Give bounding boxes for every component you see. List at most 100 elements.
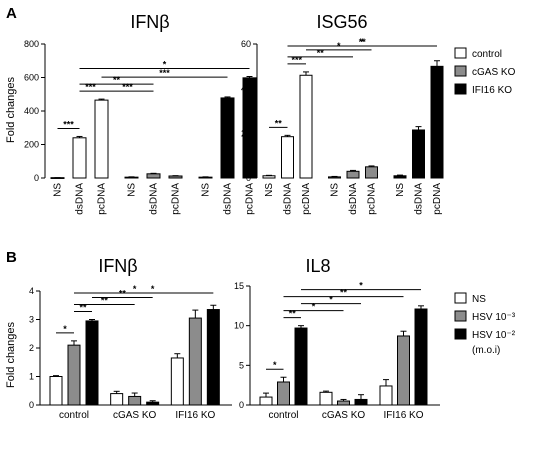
significance-label: * xyxy=(329,295,333,305)
significance-label: *** xyxy=(159,68,170,78)
significance-label: * xyxy=(133,284,137,294)
y-tick-label: 200 xyxy=(24,140,39,150)
x-tick-label: pcDNA xyxy=(432,183,443,215)
significance-label: *** xyxy=(122,82,133,92)
bar xyxy=(412,129,425,179)
bar xyxy=(277,381,290,406)
x-tick-label: pcDNA xyxy=(97,183,108,215)
legend-label-hsv-1e-2: HSV 10⁻² xyxy=(472,330,516,341)
bar xyxy=(67,344,81,406)
x-tick-label: dsDNA xyxy=(149,183,160,215)
x-tick-label: dsDNA xyxy=(223,183,234,215)
x-category-label: IFI16 KO xyxy=(383,410,423,421)
y-tick-label: 15 xyxy=(234,281,244,291)
x-tick-label: dsDNA xyxy=(75,183,86,215)
bar xyxy=(354,398,368,406)
x-tick-label: dsDNA xyxy=(348,183,359,215)
legend-swatch-ns xyxy=(454,292,467,304)
chart-title: IFNβ xyxy=(98,256,137,276)
bar xyxy=(430,65,444,179)
bar xyxy=(146,173,161,179)
y-tick-label: 20 xyxy=(241,128,251,138)
chart-a-isg56: ISG56 0 20 40 60 NS dsDNA pcDNA NS dsDNA pcDNA NS d… xyxy=(241,12,444,215)
y-tick-label: 400 xyxy=(24,106,39,116)
x-tick-label: NS xyxy=(201,183,212,197)
significance-label: * xyxy=(360,37,364,47)
y-tick-label: 800 xyxy=(24,39,39,49)
significance-label: * xyxy=(151,284,155,294)
legend-note-moi: (m.o.i) xyxy=(472,345,500,356)
y-tick-label: 1 xyxy=(29,372,34,382)
y-tick-label: 40 xyxy=(241,84,251,94)
significance-label: *** xyxy=(85,82,96,92)
bar xyxy=(379,385,393,406)
bar xyxy=(188,317,202,406)
y-tick-label: 0 xyxy=(29,400,34,410)
significance-label: * xyxy=(312,302,316,312)
bar xyxy=(206,309,220,406)
bar xyxy=(319,391,333,406)
x-tick-label: dsDNA xyxy=(414,183,425,215)
bar xyxy=(110,393,124,406)
significance-label: ** xyxy=(340,288,348,298)
bar xyxy=(365,166,378,179)
significance-label: ** xyxy=(317,48,325,58)
x-category-label: cGAS KO xyxy=(113,410,157,421)
panel-label-a: A xyxy=(6,5,17,22)
legend-a: control cGAS KO IFI16 KO xyxy=(454,47,516,96)
legend-swatch-ifi16-ko xyxy=(454,83,467,95)
x-category-label: control xyxy=(268,410,298,421)
legend-b: NS HSV 10⁻³ HSV 10⁻² (m.o.i) xyxy=(454,292,516,356)
bar xyxy=(294,327,308,406)
significance-label: ** xyxy=(79,303,87,313)
chart-title: IL8 xyxy=(305,256,330,276)
x-tick-label: pcDNA xyxy=(171,183,182,215)
y-axis-label: Fold changes xyxy=(5,76,17,143)
y-tick-label: 5 xyxy=(239,360,244,370)
y-axis-label: Fold changes xyxy=(5,321,17,388)
y-tick-label: 0 xyxy=(246,173,251,183)
bar xyxy=(346,170,360,179)
y-tick-label: 10 xyxy=(234,321,244,331)
legend-swatch-cgas-ko xyxy=(454,65,467,77)
legend-label-control: control xyxy=(472,49,502,60)
bar xyxy=(49,376,63,406)
significance-label: ** xyxy=(275,118,283,128)
legend-label-cgas-ko: cGAS KO xyxy=(472,67,516,78)
bar xyxy=(94,99,109,179)
bar xyxy=(128,395,142,406)
y-tick-label: 4 xyxy=(29,286,34,296)
bar xyxy=(393,175,407,179)
x-tick-label: NS xyxy=(53,183,64,197)
x-tick-label: NS xyxy=(330,183,341,197)
chart-b-ifnb: IFNβ Fold changes 0 1 2 3 4 control cGAS KO IFI… xyxy=(5,256,232,421)
legend-swatch-control xyxy=(454,47,467,59)
y-tick-label: 2 xyxy=(29,343,34,353)
x-category-label: IFI16 KO xyxy=(175,410,215,421)
bar xyxy=(259,396,273,406)
x-tick-label: NS xyxy=(127,183,138,197)
significance-label: * xyxy=(273,360,277,370)
y-tick-label: 0 xyxy=(34,173,39,183)
bar xyxy=(85,320,99,406)
panel-label-b: B xyxy=(6,249,17,266)
significance-label: * xyxy=(63,324,67,334)
x-tick-label: pcDNA xyxy=(301,183,312,215)
significance-label: * xyxy=(163,59,167,69)
x-tick-label: NS xyxy=(395,183,406,197)
significance-label: *** xyxy=(291,55,302,65)
bar xyxy=(397,335,410,406)
x-category-label: cGAS KO xyxy=(322,410,366,421)
y-tick-label: 60 xyxy=(241,39,251,49)
y-tick-label: 600 xyxy=(24,73,39,83)
bar xyxy=(414,308,428,406)
x-tick-label: dsDNA xyxy=(283,183,294,215)
significance-label: ** xyxy=(289,309,297,319)
x-tick-label: pcDNA xyxy=(367,183,378,215)
bar xyxy=(168,175,183,179)
bar xyxy=(281,136,294,179)
legend-swatch-hsv-1e-3 xyxy=(454,310,467,322)
legend-label-ifi16-ko: IFI16 KO xyxy=(472,85,512,96)
